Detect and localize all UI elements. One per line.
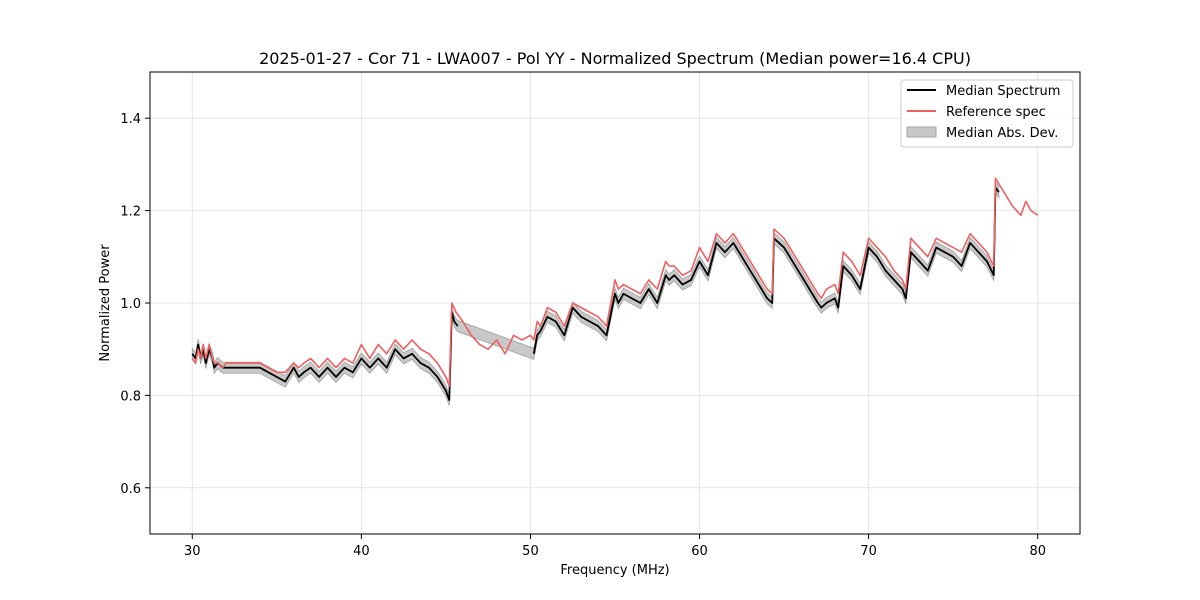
y-tick-label: 0.6 [120,482,141,497]
x-tick-label: 60 [691,544,708,559]
y-axis-label: Normalized Power [98,244,113,362]
grid-lines [150,72,1080,534]
reference-spectrum-line [191,177,1039,387]
legend: Median Spectrum Reference spec Median Ab… [900,79,1074,148]
legend-swatch-mad [906,126,937,138]
x-tick-label: 80 [1029,544,1046,559]
legend-label-reference: Reference spec [946,105,1046,120]
y-tick-label: 1.0 [120,297,141,312]
x-tick-label: 40 [353,544,370,559]
x-axis-ticks: 30 40 50 60 70 80 [184,534,1046,559]
legend-label-median: Median Spectrum [946,84,1060,99]
x-axis-label: Frequency (MHz) [560,563,669,578]
y-tick-label: 1.2 [120,205,141,220]
y-tick-label: 0.8 [120,389,141,404]
x-tick-label: 50 [522,544,539,559]
y-axis-ticks: 0.6 0.8 1.0 1.2 1.4 [120,112,150,497]
x-tick-label: 70 [860,544,877,559]
chart-title: 2025-01-27 - Cor 71 - LWA007 - Pol YY - … [259,49,971,68]
mad-band-layer [191,180,1000,406]
mad-band [191,180,1000,406]
median-spectrum-line [532,186,1000,354]
x-tick-label: 30 [184,544,201,559]
legend-box [900,79,1074,148]
series-lines-layer [191,177,1039,401]
y-tick-label: 1.4 [120,112,141,127]
legend-label-mad: Median Abs. Dev. [946,126,1058,141]
